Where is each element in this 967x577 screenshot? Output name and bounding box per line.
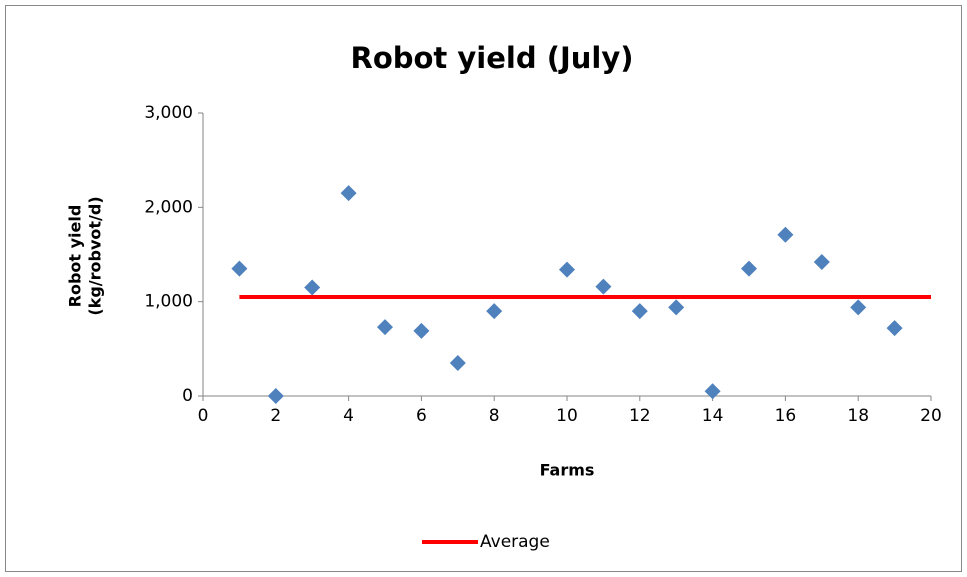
scatter-point bbox=[486, 303, 503, 320]
scatter-point bbox=[413, 322, 430, 339]
chart-title: Robot yield (July) bbox=[351, 41, 634, 75]
x-tick-label: 18 bbox=[847, 406, 869, 426]
chart-border bbox=[5, 5, 962, 572]
x-tick-label: 14 bbox=[702, 406, 724, 426]
scatter-point bbox=[377, 319, 393, 336]
y-tick-label: 0 bbox=[182, 386, 193, 406]
scatter-point bbox=[559, 261, 575, 278]
scatter-point bbox=[777, 226, 794, 243]
x-tick-label: 20 bbox=[920, 406, 942, 426]
x-tick-label: 10 bbox=[556, 406, 578, 426]
y-tick-label: 2,000 bbox=[144, 197, 193, 217]
legend-label: Average bbox=[480, 532, 550, 552]
x-tick-label: 4 bbox=[343, 406, 354, 426]
y-axis-label: (kg/robvot/d) bbox=[86, 196, 105, 315]
scatter-point bbox=[668, 299, 685, 316]
x-tick-label: 2 bbox=[270, 406, 281, 426]
y-tick-label: 3,000 bbox=[144, 103, 193, 123]
scatter-point bbox=[850, 299, 867, 316]
x-tick-label: 12 bbox=[629, 406, 651, 426]
x-axis-label: Farms bbox=[540, 461, 595, 480]
scatter-point bbox=[631, 303, 648, 320]
scatter-point bbox=[813, 254, 830, 271]
scatter-point bbox=[267, 388, 284, 404]
scatter-point bbox=[231, 260, 248, 277]
scatter-point bbox=[741, 260, 757, 277]
y-tick-label: 1,000 bbox=[144, 292, 193, 312]
x-tick-label: 16 bbox=[775, 406, 797, 426]
x-tick-label: 6 bbox=[416, 406, 427, 426]
scatter-point bbox=[304, 279, 321, 296]
scatter-point bbox=[449, 354, 466, 371]
x-tick-label: 0 bbox=[198, 406, 209, 426]
scatter-point bbox=[340, 185, 357, 202]
y-axis-label: Robot yield bbox=[66, 205, 85, 308]
x-tick-label: 8 bbox=[489, 406, 500, 426]
scatter-point bbox=[886, 320, 903, 337]
scatter-point bbox=[704, 383, 721, 400]
scatter-point bbox=[595, 278, 612, 295]
